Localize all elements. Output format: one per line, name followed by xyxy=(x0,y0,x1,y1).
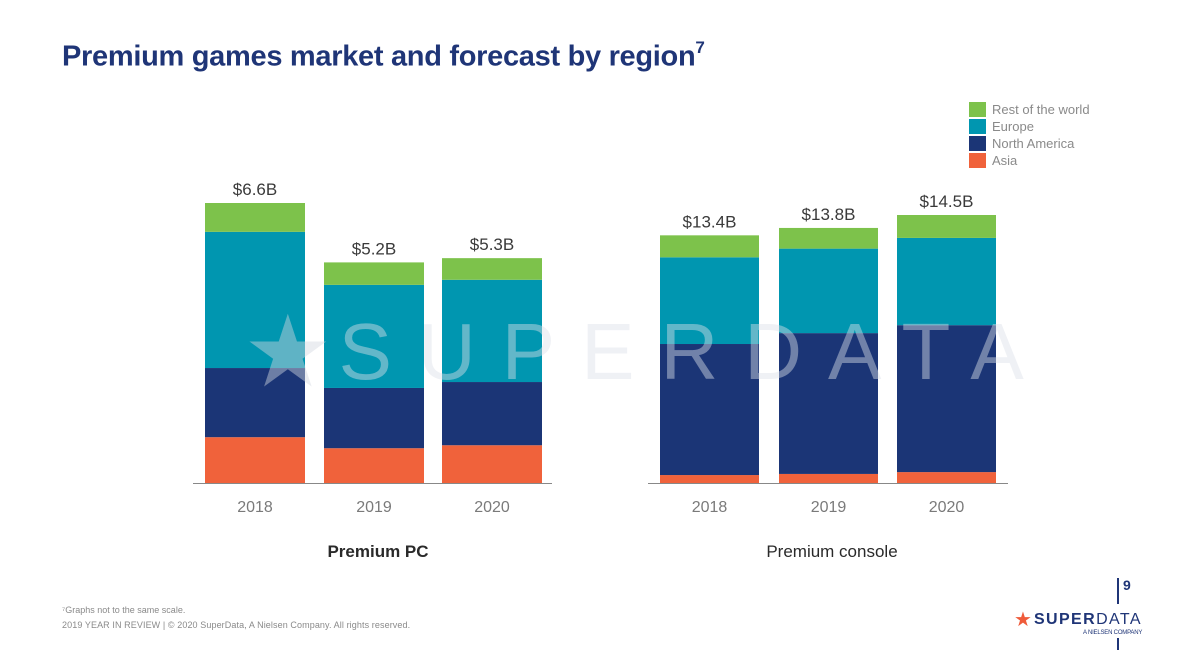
legend-swatch xyxy=(969,136,986,151)
bar-total-label: $13.8B xyxy=(802,205,856,224)
legend-item-rest-of-world: Rest of the world xyxy=(969,101,1090,118)
page-number-rule xyxy=(1117,578,1119,604)
page-number: 9 xyxy=(1123,577,1131,593)
bar-segment-europe xyxy=(324,284,424,388)
bar-segment-asia xyxy=(205,437,305,483)
bar-total-label: $6.6B xyxy=(233,180,277,199)
bar-segment-rest-of-the-world xyxy=(779,227,878,249)
legend-label: Asia xyxy=(992,153,1018,168)
footnote: ⁷Graphs not to the same scale. xyxy=(62,605,186,615)
bar-total-label: $14.5B xyxy=(920,192,974,211)
bar-segment-rest-of-the-world xyxy=(660,235,759,258)
bar-segment-europe xyxy=(779,248,878,334)
bar-segment-asia xyxy=(779,473,878,483)
x-tick-label: 2019 xyxy=(356,499,392,516)
legend-swatch xyxy=(969,102,986,117)
x-tick-label: 2019 xyxy=(811,499,847,516)
x-tick-label: 2020 xyxy=(929,499,965,516)
page-number-rule-bottom xyxy=(1117,638,1119,650)
page-title: Premium games market and forecast by reg… xyxy=(62,38,705,74)
bar-segment-rest-of-the-world xyxy=(442,258,542,280)
bar-total-label: $13.4B xyxy=(683,212,737,231)
chart-premium-pc: $6.6B 2018 $5.2B 2019 $5.3B 2020 Premium PC xyxy=(193,180,552,561)
legend-item-europe: Europe xyxy=(969,118,1090,135)
bar-segment-north-america xyxy=(324,387,424,449)
logo-text-light: DATA xyxy=(1096,611,1142,628)
legend-swatch xyxy=(969,153,986,168)
bar-total-label: $5.2B xyxy=(352,239,396,258)
superdata-logo: ★ SUPER DATA xyxy=(1014,610,1142,630)
bar-segment-europe xyxy=(442,279,542,383)
logo-text-bold: SUPER xyxy=(1033,611,1097,628)
bar-segment-north-america xyxy=(442,382,542,446)
footer-copyright: 2019 YEAR IN REVIEW | © 2020 SuperData, … xyxy=(62,620,411,630)
chart-title: Premium PC xyxy=(327,542,428,561)
bar-segment-asia xyxy=(324,448,424,483)
bar-segment-north-america xyxy=(205,368,305,438)
x-tick-label: 2018 xyxy=(692,499,728,516)
bar-segment-north-america xyxy=(779,333,878,474)
bar-segment-asia xyxy=(442,445,542,483)
bar-segment-asia xyxy=(897,472,996,483)
title-footnote-marker: 7 xyxy=(695,38,705,57)
bar-segment-rest-of-the-world xyxy=(205,203,305,232)
chart-legend: Rest of the world Europe North America A… xyxy=(969,101,1090,169)
logo-star-icon: ★ xyxy=(1014,609,1032,631)
bar-segment-rest-of-the-world xyxy=(324,262,424,285)
legend-item-north-america: North America xyxy=(969,135,1090,152)
bar-segment-europe xyxy=(660,257,759,345)
legend-label: Rest of the world xyxy=(992,102,1090,117)
logo-subtitle: A NIELSEN COMPANY xyxy=(1083,630,1143,636)
legend-swatch xyxy=(969,119,986,134)
legend-label: North America xyxy=(992,136,1075,151)
bar-segment-asia xyxy=(660,475,759,483)
chart-premium-console: $13.4B 2018 $13.8B 2019 $14.5B 2020 Premium co… xyxy=(648,192,1008,561)
bar-total-label: $5.3B xyxy=(470,235,514,254)
bar-segment-europe xyxy=(205,231,305,369)
bar-segment-north-america xyxy=(897,325,996,473)
x-tick-label: 2018 xyxy=(237,499,273,516)
bar-segment-rest-of-the-world xyxy=(897,215,996,238)
x-tick-label: 2020 xyxy=(474,499,510,516)
legend-item-asia: Asia xyxy=(969,152,1090,169)
bar-segment-north-america xyxy=(660,344,759,476)
bar-segment-europe xyxy=(897,237,996,326)
legend-label: Europe xyxy=(992,119,1034,134)
title-text: Premium games market and forecast by reg… xyxy=(62,40,696,73)
chart-title: Premium console xyxy=(766,542,897,561)
